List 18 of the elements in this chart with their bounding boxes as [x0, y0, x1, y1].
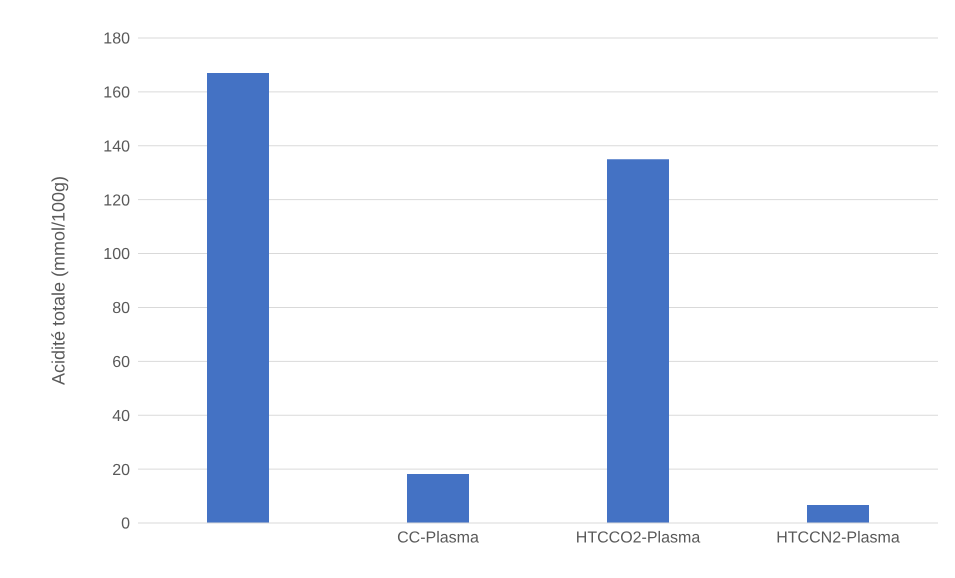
y-tick-label: 140	[103, 138, 130, 156]
y-axis-title: Acidité totale (mmol/100g)	[48, 176, 68, 386]
y-tick-label: 80	[112, 300, 130, 318]
x-tick-label: CC-Plasma	[397, 529, 479, 546]
bar	[207, 73, 269, 523]
x-tick-label: HTCCO2-Plasma	[576, 529, 700, 546]
y-tick-label: 0	[121, 516, 130, 533]
bar	[407, 474, 469, 523]
y-tick-label: 60	[112, 354, 130, 372]
y-tick-label: 40	[112, 408, 130, 425]
x-tick-label: HTCCN2-Plasma	[776, 529, 900, 546]
bar	[607, 159, 669, 523]
y-tick-label: 100	[103, 246, 130, 264]
y-tick-label: 160	[103, 84, 130, 102]
bar	[807, 504, 869, 523]
y-tick-label: 20	[112, 462, 130, 479]
y-tick-label: 120	[103, 192, 130, 210]
y-tick-label: 180	[103, 30, 130, 48]
